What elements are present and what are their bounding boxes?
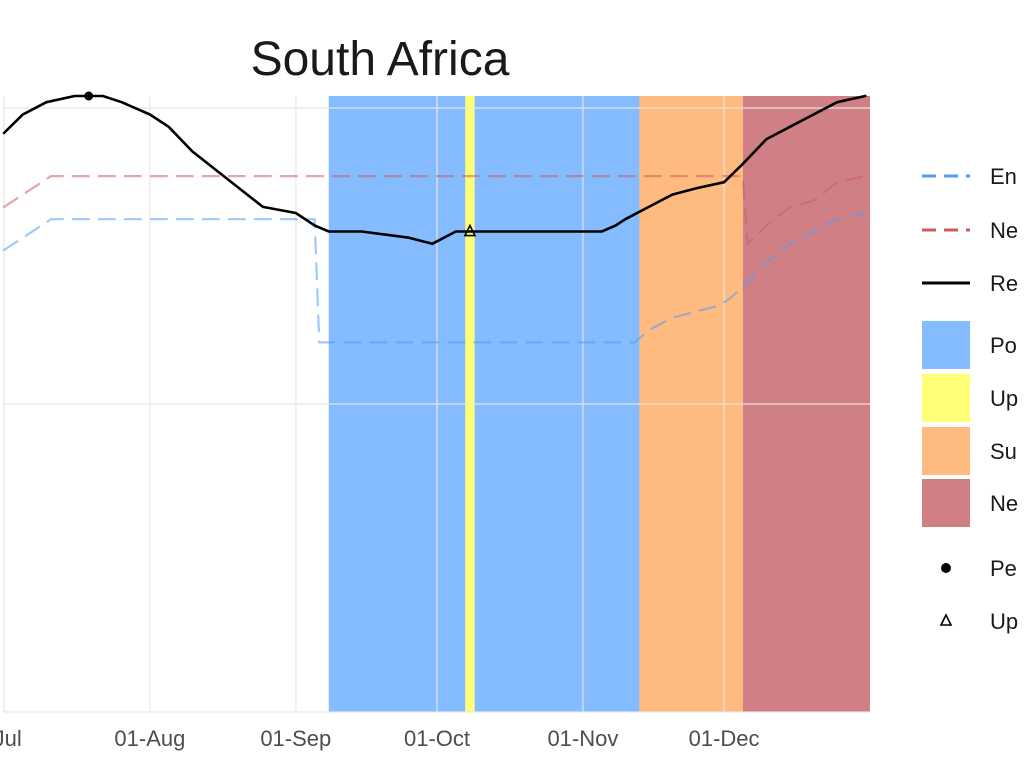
x-tick-label-2: 01-Sep [260,726,331,751]
svg-text:Up: Up [990,609,1018,634]
svg-text:Po: Po [990,333,1017,358]
series-line-2 [2,94,867,246]
legend: En Ne Re Po Up Su Ne Pe Up [922,164,1018,634]
svg-text:Ne: Ne [990,218,1018,243]
svg-text:Su: Su [990,439,1017,464]
series-line-0 [2,211,867,344]
svg-text:Ne: Ne [990,491,1018,516]
legend-item-7: Pe [941,556,1017,581]
x-tick-label-1: 01-Aug [114,726,185,751]
x-tick-label-4: 01-Nov [547,726,618,751]
grid-layer [3,96,870,713]
svg-text:En: En [990,164,1017,189]
series-line-1 [2,175,867,245]
markers-layer [84,91,477,237]
svg-text:Up: Up [990,386,1018,411]
marker-1 [463,223,477,237]
x-tick-label-0: -Jul [0,726,22,751]
legend-item-8: Up [939,609,1018,634]
legend-item-5: Su [922,427,1017,475]
x-tick-label-3: 01-Oct [404,726,470,751]
legend-item-2: Re [922,271,1018,296]
legend-item-4: Up [922,374,1018,422]
legend-item-1: Ne [922,218,1018,243]
svg-text:Re: Re [990,271,1018,296]
legend-item-0: En [922,164,1017,189]
marker-0 [84,91,94,101]
x-axis-ticks: -Jul 01-Aug 01-Sep 01-Oct 01-Nov 01-Dec [0,726,760,751]
x-tick-label-5: 01-Dec [689,726,760,751]
svg-text:Pe: Pe [990,556,1017,581]
legend-item-6: Ne [922,479,1018,527]
lines-layer [2,94,867,344]
chart-title: South Africa [251,33,510,86]
legend-item-3: Po [922,321,1017,369]
